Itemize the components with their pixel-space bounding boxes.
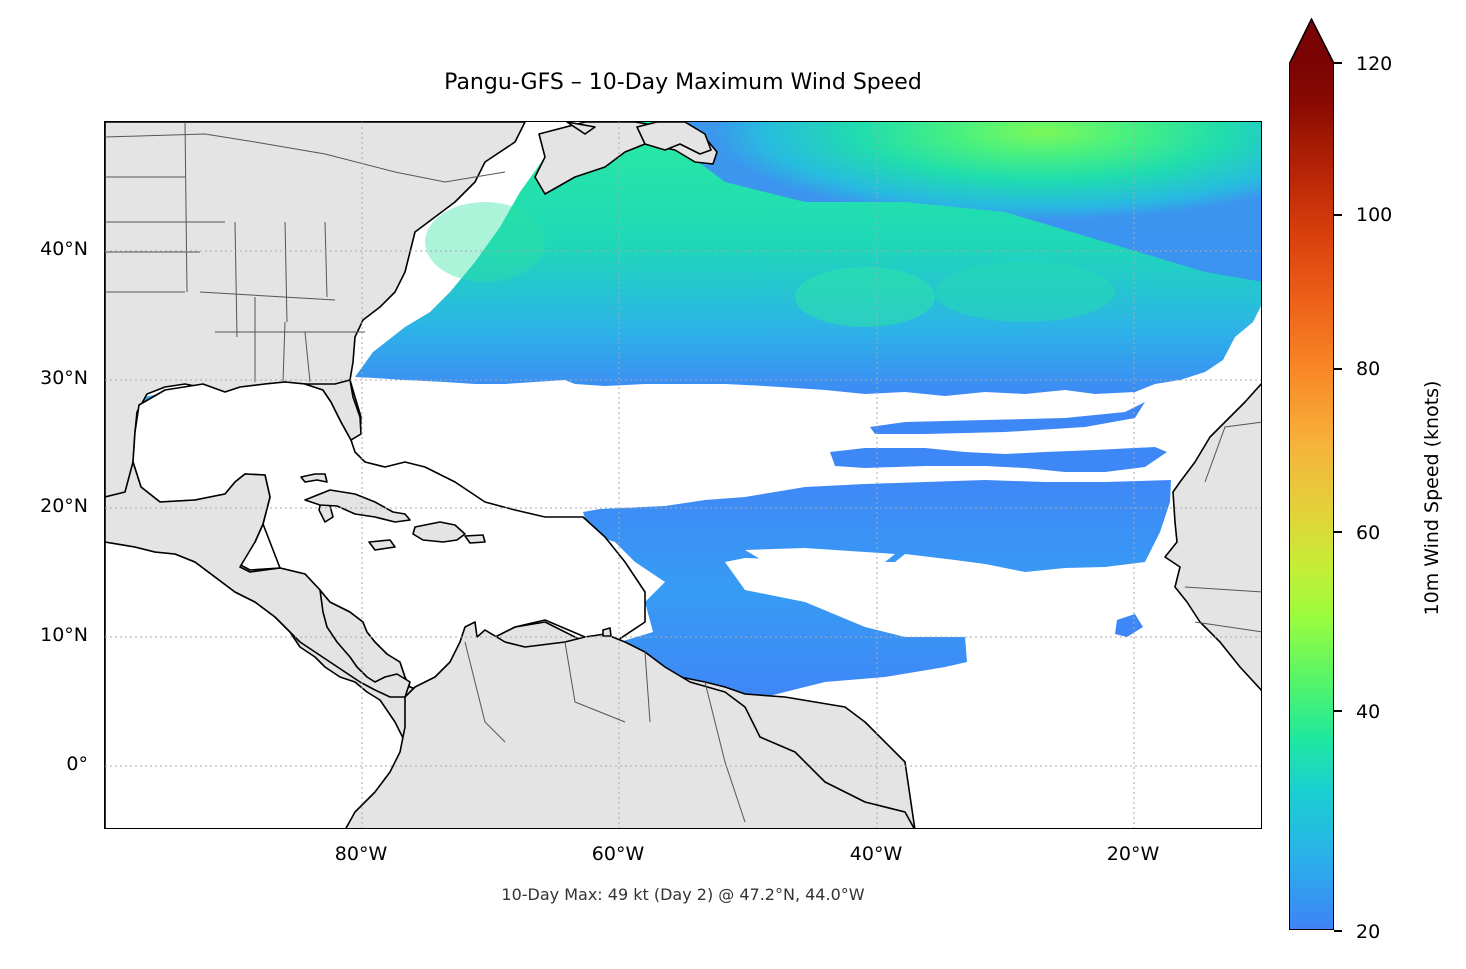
island-anticosti: [566, 122, 596, 135]
island-cuba: [304, 489, 411, 523]
colorbar-tick: [1334, 930, 1342, 932]
max-wind-annotation: 10-Day Max: 49 kt (Day 2) @ 47.2°N, 44.0…: [501, 885, 865, 904]
lon-tick-40w: 40°W: [849, 843, 903, 865]
colorbar-tick: [1334, 62, 1342, 64]
colorbar-tick: [1334, 531, 1342, 533]
land-africa: [1164, 383, 1261, 692]
colorbar-label-80: 80: [1356, 358, 1381, 380]
land-yucatan-central-america: [105, 461, 411, 698]
lat-tick-0: 0°: [66, 753, 88, 775]
colorbar-label-100: 100: [1356, 204, 1393, 226]
island-newfoundland: [636, 122, 712, 155]
colorbar-title: 10m Wind Speed (knots): [1421, 380, 1443, 616]
lon-tick-60w: 60°W: [591, 843, 645, 865]
map-panel: [104, 121, 1262, 829]
colorbar-label-60: 60: [1356, 522, 1381, 544]
island-trinidad: [602, 627, 612, 637]
wind-field-subtropical-strips: [830, 402, 1167, 472]
colorbar: [1289, 62, 1334, 930]
land-south-america: [345, 621, 915, 828]
wind-field-trade-belt: [583, 480, 1171, 700]
land-florida: [304, 379, 362, 442]
colorbar-tick: [1334, 710, 1342, 712]
colorbar-tick: [1334, 368, 1342, 370]
political-borders: [105, 122, 1261, 823]
lat-tick-10n: 10°N: [40, 624, 88, 646]
lon-tick-20w: 20°W: [1106, 843, 1160, 865]
wind-field-north-atlantic: [355, 122, 1261, 396]
lat-tick-40n: 40°N: [40, 238, 88, 260]
gridlines: [105, 122, 1261, 828]
lon-tick-80w: 80°W: [334, 843, 388, 865]
islands: [300, 122, 718, 637]
island-jamaica: [368, 539, 396, 551]
colorbar-tick: [1334, 214, 1342, 216]
island-bahamas: [300, 473, 328, 483]
colorbar-extend-arrow-icon: [1289, 18, 1335, 64]
colorbar-label-20: 20: [1356, 921, 1381, 943]
colorbar-label-120: 120: [1356, 53, 1393, 75]
colorbar-label-40: 40: [1356, 701, 1381, 723]
map-canvas: [105, 122, 1261, 828]
lat-tick-20n: 20°N: [40, 495, 88, 517]
island-puerto-rico: [464, 534, 486, 544]
island-hispaniola: [412, 521, 466, 543]
lat-tick-30n: 30°N: [40, 367, 88, 389]
figure-title: Pangu-GFS – 10-Day Maximum Wind Speed: [444, 70, 922, 95]
